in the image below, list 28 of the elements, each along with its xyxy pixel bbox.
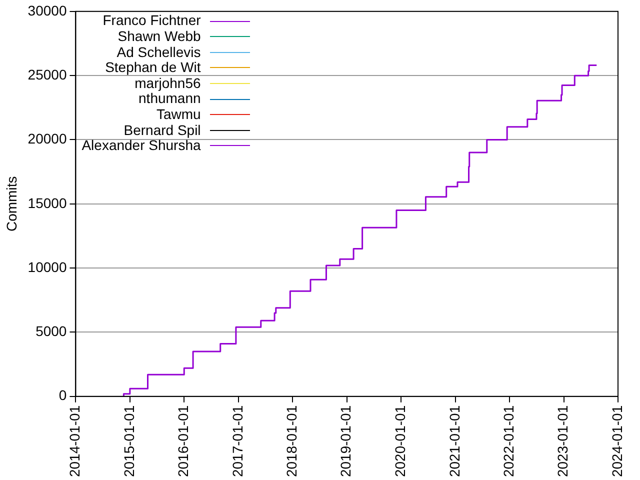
y-tick-label: 25000	[28, 66, 67, 82]
legend-label: Alexander Shursha	[82, 137, 201, 154]
x-tick-label: 2024-01-01	[608, 405, 625, 478]
y-tick-label: 0	[58, 387, 67, 404]
x-tick-label: 2023-01-01	[554, 405, 571, 478]
legend-label: Shawn Webb	[118, 28, 201, 45]
legend-label: Tawmu	[156, 106, 201, 123]
x-tick-label: 2020-01-01	[392, 405, 408, 478]
legend-label: Franco Fichtner	[102, 12, 201, 29]
x-tick-label: 2021-01-01	[446, 405, 462, 478]
x-tick-label: 2015-01-01	[120, 405, 137, 478]
y-tick-label: 10000	[28, 258, 67, 275]
legend-label: Ad Schellevis	[116, 44, 201, 60]
legend-label: marjohn56	[134, 74, 201, 92]
y-tick-label: 20000	[28, 130, 67, 147]
y-tick-label: 30000	[28, 2, 67, 18]
x-tick-label: 2017-01-01	[229, 405, 246, 478]
x-tick-label: 2022-01-01	[500, 405, 516, 478]
x-tick-label: 2019-01-01	[338, 405, 354, 478]
x-tick-label: 2018-01-01	[284, 405, 300, 478]
x-tick-label: 2014-01-01	[66, 405, 83, 478]
y-tick-label: 15000	[28, 194, 67, 211]
legend-label: nthumann	[138, 90, 201, 107]
x-tick-label: 2016-01-01	[174, 405, 191, 478]
legend-label: Stephan de Wit	[105, 59, 201, 76]
y-axis-title: Commits	[3, 176, 20, 232]
legend-label: Bernard Spil	[124, 122, 201, 138]
y-tick-label: 5000	[36, 323, 67, 340]
